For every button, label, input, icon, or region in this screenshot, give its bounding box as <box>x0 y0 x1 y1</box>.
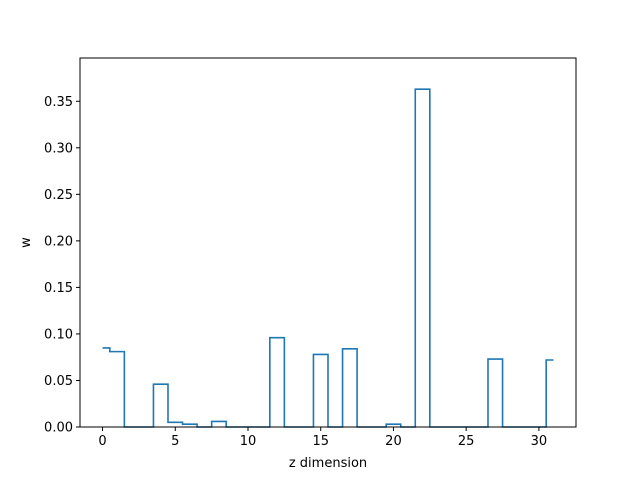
y-tick-label: 0.20 <box>44 234 73 249</box>
x-tick-label: 30 <box>531 434 548 449</box>
x-tick-label: 10 <box>240 434 257 449</box>
y-tick-label: 0.25 <box>44 188 73 203</box>
y-tick-label: 0.15 <box>44 281 73 296</box>
x-axis: 0 5 10 15 20 25 30 <box>98 427 547 449</box>
x-tick-label: 20 <box>385 434 402 449</box>
y-tick-label: 0.35 <box>44 95 73 110</box>
x-tick-label: 15 <box>312 434 329 449</box>
x-tick-label: 5 <box>171 434 179 449</box>
y-tick-label: 0.05 <box>44 374 73 389</box>
x-tick-label: 25 <box>458 434 475 449</box>
x-axis-label: z dimension <box>289 456 367 471</box>
y-tick-label: 0.00 <box>44 421 73 436</box>
y-axis-label: w <box>19 237 34 248</box>
x-tick-label: 0 <box>98 434 106 449</box>
y-axis: 0.00 0.05 0.10 0.15 0.20 0.25 0.30 0.35 <box>44 95 80 436</box>
y-tick-label: 0.30 <box>44 141 73 156</box>
y-tick-label: 0.10 <box>44 327 73 342</box>
plot-frame <box>79 57 577 428</box>
